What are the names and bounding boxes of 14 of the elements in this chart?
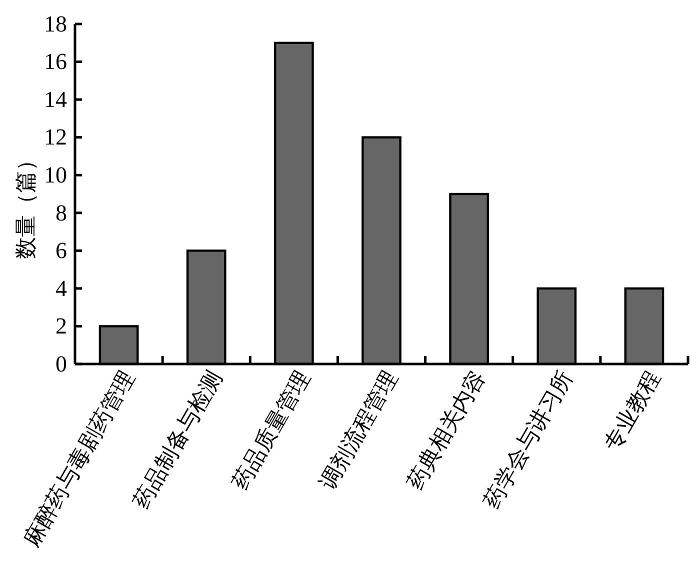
y-tick-label: 2 bbox=[56, 314, 67, 339]
y-tick-label: 10 bbox=[44, 162, 67, 188]
y-axis-title: 数量（篇） bbox=[13, 149, 38, 259]
x-tick-label: 专业教程 bbox=[599, 366, 665, 456]
y-tick-label: 18 bbox=[44, 11, 67, 36]
y-tick-label: 14 bbox=[44, 86, 68, 112]
y-tick-label: 0 bbox=[56, 351, 67, 376]
y-tick-label: 6 bbox=[56, 238, 67, 264]
y-tick-label: 4 bbox=[56, 276, 68, 301]
y-tick-label: 8 bbox=[56, 200, 67, 226]
x-tick-label: 药品质量管理 bbox=[226, 366, 315, 494]
y-tick-label: 16 bbox=[44, 49, 67, 74]
y-tick-label: 12 bbox=[44, 124, 67, 150]
x-tick-label: 调剂流程管理 bbox=[314, 366, 402, 494]
